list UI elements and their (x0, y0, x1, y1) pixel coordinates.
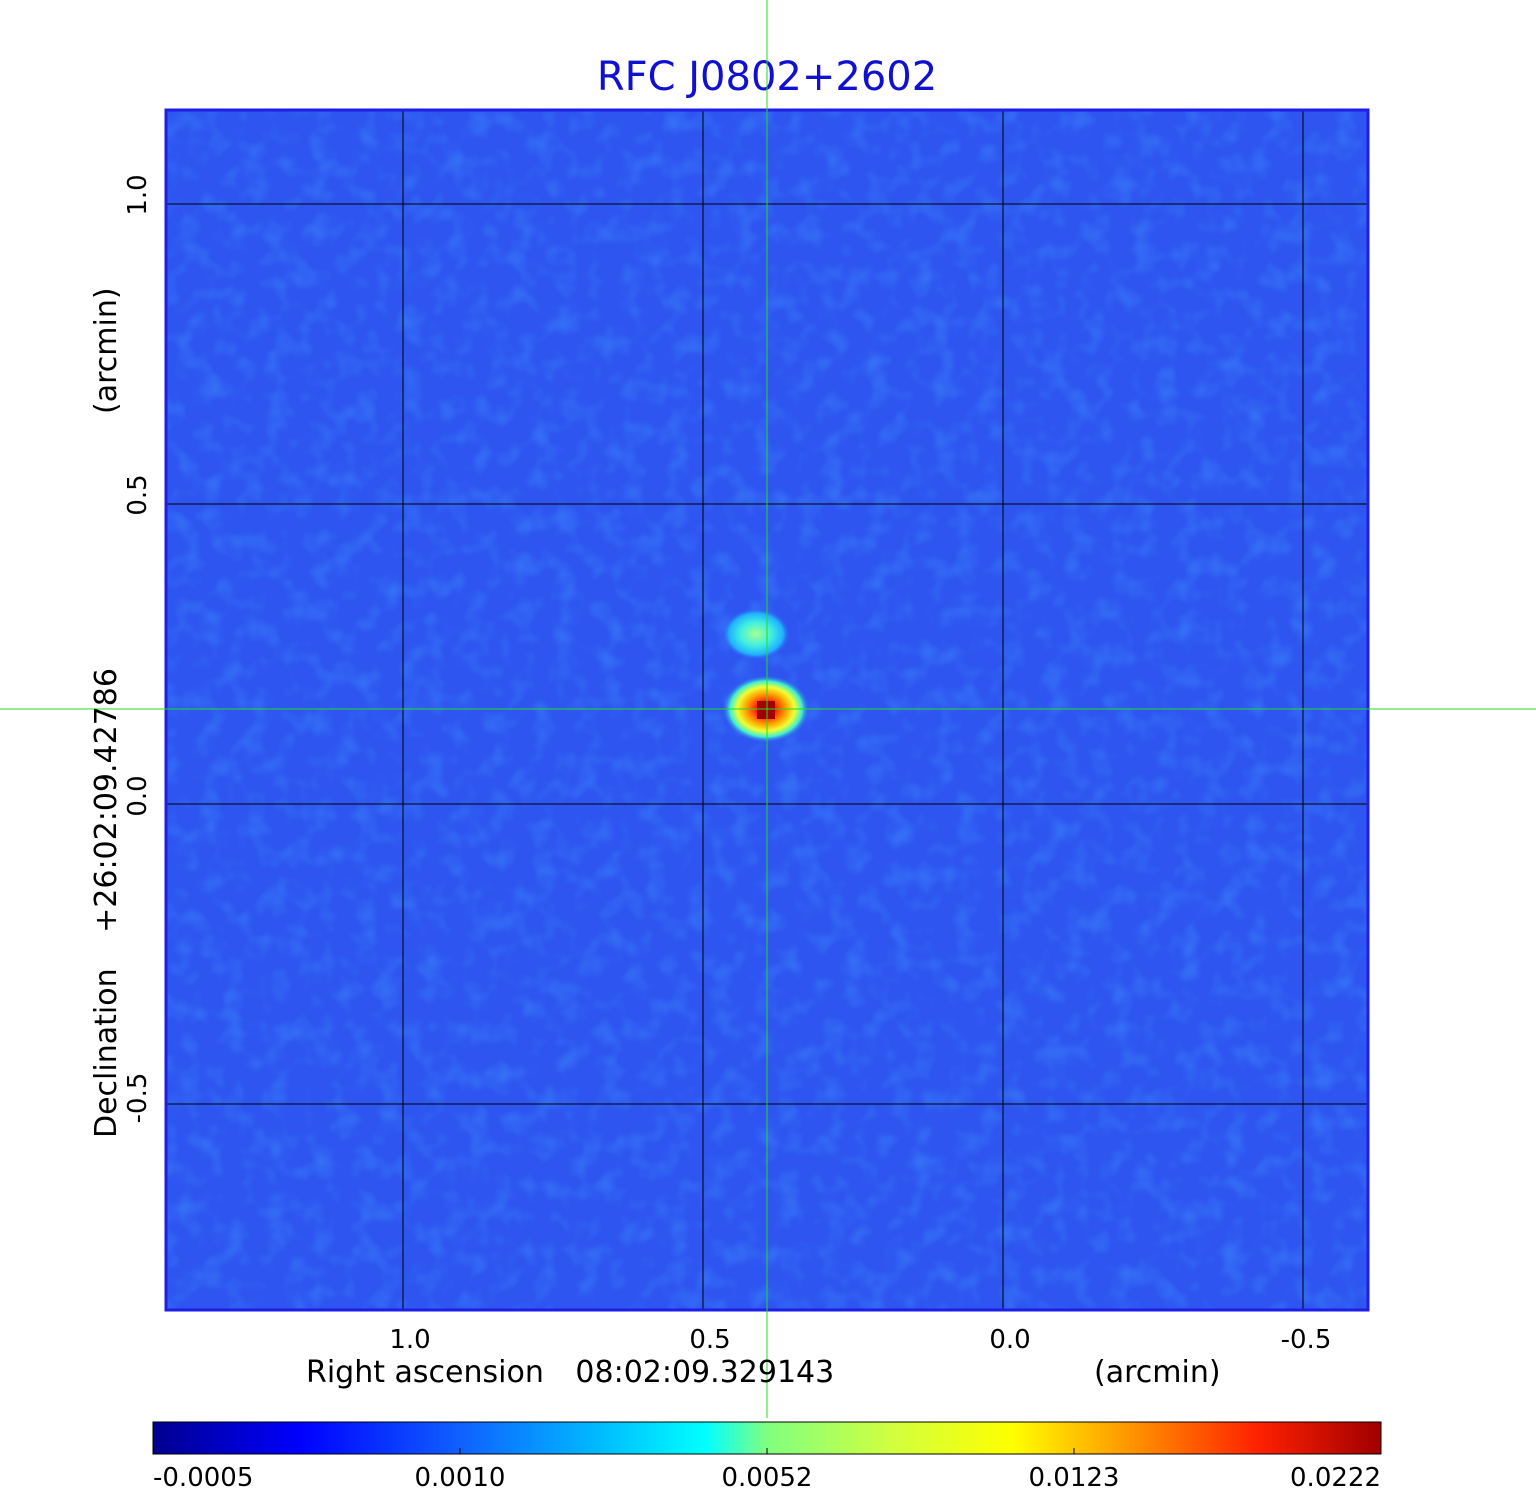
x-tick-label: 0.0 (989, 1325, 1030, 1355)
x-axis-center-coordinate: 08:02:09.329143 (575, 1355, 834, 1390)
y-axis-center-coordinate: +26:02:09.42786 (89, 668, 124, 933)
x-tick-label: 0.5 (689, 1325, 730, 1355)
y-axis-unit: (arcmin) (89, 287, 124, 414)
colorbar-tick-label: 0.0010 (415, 1463, 506, 1493)
x-axis-unit: (arcmin) (1094, 1355, 1221, 1390)
x-axis-title: Right ascension (306, 1355, 544, 1390)
source-peak-pixel (757, 701, 775, 719)
x-tick-label: 1.0 (389, 1325, 430, 1355)
y-tick-label: 0.5 (123, 474, 153, 515)
x-axis-label: Right ascension 08:02:09.329143 (306, 1355, 834, 1390)
crosshair (0, 0, 1536, 1418)
y-tick-label: -0.5 (123, 1073, 153, 1124)
colorbar: -0.0005 0.0010 0.0052 0.0123 0.0222 (152, 1421, 1382, 1493)
colorbar-tick-label: -0.0005 (153, 1463, 253, 1493)
y-axis-title: Declination (89, 968, 124, 1138)
colorbar-tick-label: 0.0123 (1029, 1463, 1120, 1493)
y-axis-label: Declination +26:02:09.42786 (89, 668, 124, 1138)
secondary-source-blob (722, 608, 790, 660)
x-tick-label: -0.5 (1281, 1325, 1332, 1355)
y-tick-label: 1.0 (123, 174, 153, 215)
colorbar-tick-label: 0.0052 (722, 1463, 813, 1493)
colorbar-tick-label: 0.0222 (1290, 1463, 1381, 1493)
y-tick-label: 0.0 (123, 775, 153, 816)
